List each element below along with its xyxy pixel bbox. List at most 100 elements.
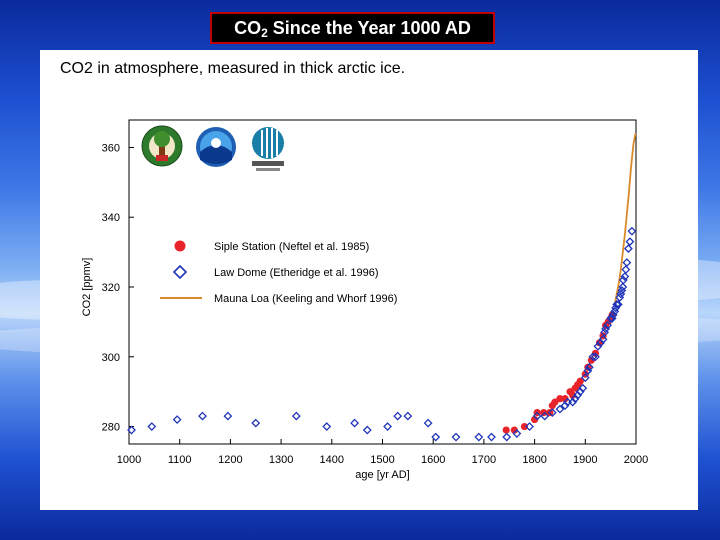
title-subscript: 2 <box>261 26 268 40</box>
law-dome-point <box>512 429 522 438</box>
law-dome-point <box>532 411 542 421</box>
law-dome-point <box>618 282 628 292</box>
siple-point <box>510 426 518 434</box>
tree-seal-logo <box>141 125 183 167</box>
law-dome-point <box>127 425 136 435</box>
title-rest: Since the Year 1000 AD <box>267 18 471 38</box>
law-dome-point <box>383 422 392 431</box>
law-dome-point <box>547 408 557 418</box>
x-tick-label: 1500 <box>370 454 394 466</box>
chart-axes: 1000 1100 1200 1300 1400 1500 1600 1700 1800 1900… <box>81 119 648 481</box>
x-tick-label: 1000 <box>117 454 141 466</box>
siple-point <box>556 395 564 403</box>
law-dome-point <box>540 411 550 421</box>
law-dome-point <box>627 226 637 236</box>
law-dome-point <box>570 394 580 404</box>
chart-legend: Siple Station (Neftel et al. 1985) Law Do… <box>160 240 397 305</box>
siple-point <box>520 422 529 431</box>
law-dome-point <box>393 411 403 421</box>
title-co: CO <box>234 18 262 38</box>
siple-point <box>540 409 548 417</box>
law-dome-point <box>603 320 613 330</box>
law-dome-point <box>622 258 632 267</box>
siple-point <box>576 377 584 385</box>
law-dome-point <box>474 432 484 442</box>
chart-marks <box>127 133 637 442</box>
law-dome-point <box>403 411 413 421</box>
law-dome-point <box>560 401 570 411</box>
law-dome-point <box>573 390 583 400</box>
law-dome-point <box>588 352 598 362</box>
law-dome-point <box>578 383 588 393</box>
law-dome-point <box>593 341 603 351</box>
siple-point <box>551 398 559 406</box>
law-dome-point <box>623 244 633 254</box>
law-dome-point <box>350 418 360 428</box>
y-tick-label: 280 <box>102 422 120 434</box>
y-tick-label: 340 <box>102 212 120 224</box>
csiro-logo <box>252 127 284 171</box>
law-dome-point <box>598 334 608 344</box>
siple-point <box>502 426 510 434</box>
law-dome-point <box>580 373 590 383</box>
legend-label: Law Dome (Etheridge et al. 1996) <box>214 267 378 279</box>
law-dome-point <box>606 313 616 323</box>
legend-law-marker <box>172 264 188 280</box>
law-dome-point <box>555 404 565 414</box>
siple-point <box>531 415 539 424</box>
content-panel <box>40 50 698 510</box>
law-dome-point <box>621 265 631 274</box>
law-dome-point <box>568 397 578 407</box>
x-tick-label: 1600 <box>421 454 445 466</box>
siple-point <box>546 409 554 417</box>
law-dome-point <box>451 432 461 442</box>
law-dome-point <box>525 422 534 431</box>
law-dome-point <box>487 432 496 442</box>
law-dome-point <box>291 411 301 421</box>
y-tick-label: 360 <box>102 142 120 154</box>
y-axis-label: CO2 [ppmv] <box>81 258 93 317</box>
law-dome-point <box>223 411 233 421</box>
legend-label: Siple Station (Neftel et al. 1985) <box>214 241 369 253</box>
law-dome-point <box>251 418 261 428</box>
law-dome-point <box>575 387 585 397</box>
siple-point <box>561 395 569 403</box>
law-dome-point <box>147 422 157 431</box>
x-tick-label: 1200 <box>218 454 242 466</box>
slide-subtitle: CO2 in atmosphere, measured in thick arc… <box>60 60 406 77</box>
law-dome-point <box>616 289 626 299</box>
x-axis-label: age [yr AD] <box>355 469 409 481</box>
x-tick-label: 1900 <box>573 454 597 466</box>
x-tick-label: 1400 <box>320 454 344 466</box>
siple-point <box>587 356 595 364</box>
law-dome-point <box>423 418 433 428</box>
siple-point <box>569 391 577 399</box>
law-dome-point <box>591 352 600 362</box>
y-tick-label: 320 <box>102 282 120 294</box>
law-dome-point <box>431 432 441 442</box>
x-tick-label: 1100 <box>168 454 192 466</box>
x-tick-label: 1700 <box>472 454 496 466</box>
law-dome-point <box>613 300 623 309</box>
chart-logos <box>141 125 284 171</box>
law-dome-point <box>322 422 332 431</box>
slide-title: CO2 Since the Year 1000 AD <box>210 12 495 44</box>
law-dome-point <box>172 415 182 424</box>
law-dome-point <box>625 237 635 247</box>
law-dome-point <box>612 300 622 309</box>
law-dome-point <box>617 286 627 295</box>
law-dome-point <box>198 411 207 421</box>
legend-label: Mauna Loa (Keeling and Whorf 1996) <box>214 293 397 305</box>
law-dome-point <box>584 362 594 372</box>
mauna-loa-line <box>613 133 637 305</box>
law-dome-point <box>596 338 605 348</box>
y-tick-label: 300 <box>102 352 120 364</box>
legend-siple-marker <box>174 240 186 252</box>
law-dome-point <box>502 432 512 442</box>
x-tick-label: 1300 <box>269 454 293 466</box>
x-tick-label: 1800 <box>522 454 546 466</box>
x-tick-label: 2000 <box>624 454 648 466</box>
noaa-logo <box>196 127 236 167</box>
law-dome-point <box>620 272 630 281</box>
law-dome-point <box>362 425 372 435</box>
